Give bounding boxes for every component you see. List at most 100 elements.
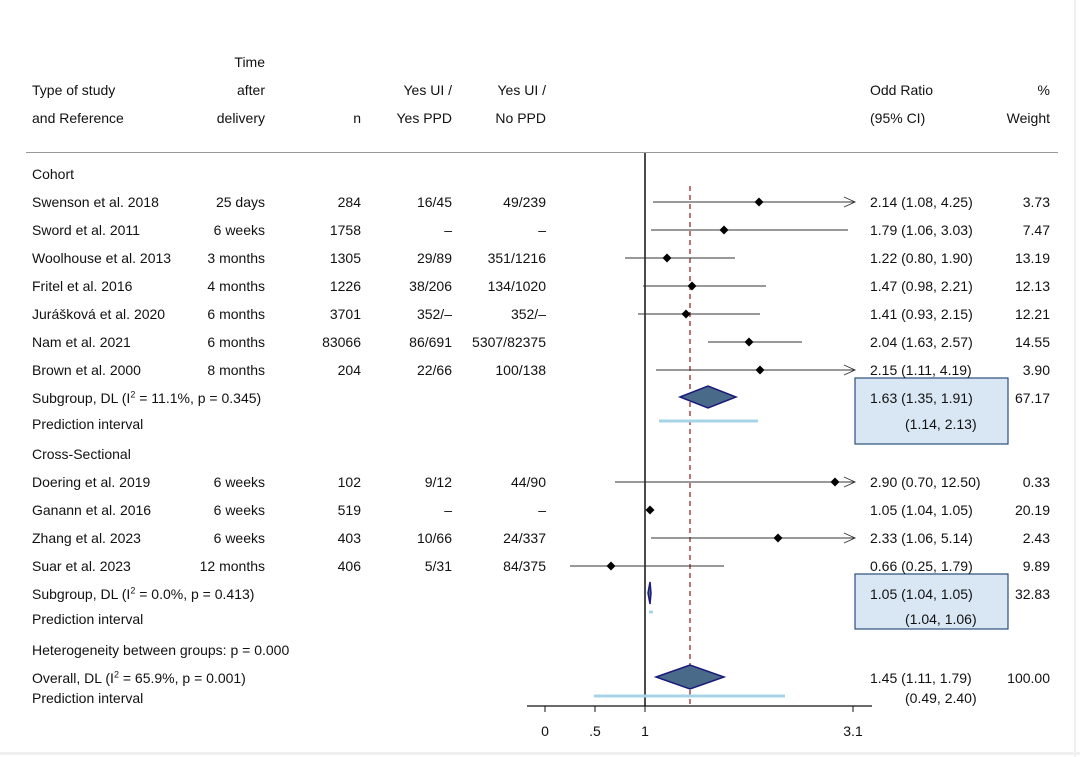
study-name: Doering et al. 2019 <box>32 474 151 490</box>
study-n: 83066 <box>322 334 361 350</box>
study-point-estimate <box>606 561 616 571</box>
study-weight: 12.13 <box>1014 278 1050 294</box>
study-weight: 14.55 <box>1014 334 1050 350</box>
cross-subgroup-box <box>854 573 1009 630</box>
study-time: 6 weeks <box>213 474 265 490</box>
overall-prediction-interval-label: Prediction interval <box>32 690 144 706</box>
header-weight-line1: % <box>1037 82 1050 98</box>
study-weight: 20.19 <box>1014 502 1050 518</box>
study-time: 12 months <box>199 558 265 574</box>
study-name: Suar et al. 2023 <box>32 558 131 574</box>
study-odds-ratio-ci: 2.15 (1.11, 4.19) <box>870 362 972 378</box>
cohort-subgroup-box <box>854 377 1009 445</box>
study-name: Brown et al. 2000 <box>32 362 141 378</box>
study-odds-ratio-ci: 0.66 (0.25, 1.79) <box>870 558 973 574</box>
study-point-estimate <box>681 309 691 319</box>
page-edge-right <box>1074 0 1076 757</box>
header-weight-line2: Weight <box>1006 110 1050 126</box>
study-yes-no: 44/90 <box>510 474 546 490</box>
study-point-estimate <box>773 533 783 543</box>
study-yes-yes: 38/206 <box>409 278 452 294</box>
study-yes-no: 134/1020 <box>487 278 546 294</box>
study-yes-no: – <box>538 502 546 518</box>
study-n: 204 <box>337 362 361 378</box>
study-yes-no: 84/375 <box>503 558 546 574</box>
study-time: 6 months <box>207 306 265 322</box>
study-time: 25 days <box>215 194 265 210</box>
header-time-line1: after <box>236 82 265 98</box>
study-weight: 9.89 <box>1022 558 1050 574</box>
study-point-estimate <box>662 253 672 263</box>
header-study-line2: and Reference <box>32 110 124 126</box>
study-yes-yes: 352/– <box>416 306 452 322</box>
study-n: 403 <box>337 530 361 546</box>
x-tick-label: 3.1 <box>843 723 863 739</box>
study-yes-yes: 22/66 <box>416 362 452 378</box>
study-n: 3701 <box>329 306 361 322</box>
header-yes-no-line1: Yes UI / <box>497 82 546 98</box>
study-yes-yes: 29/89 <box>416 250 452 266</box>
heterogeneity-text: Heterogeneity between groups: p = 0.000 <box>32 642 290 658</box>
study-n: 1226 <box>329 278 361 294</box>
study-point-estimate <box>645 505 655 515</box>
study-name: Zhang et al. 2023 <box>32 530 141 546</box>
study-yes-yes: 10/66 <box>416 530 452 546</box>
cross-prediction-interval-label: Prediction interval <box>32 611 144 627</box>
study-time: 6 weeks <box>213 222 265 238</box>
study-yes-yes: – <box>444 222 452 238</box>
header-odds-ratio-line2: (95% CI) <box>870 110 926 126</box>
overall-prediction-interval-ci: (0.49, 2.40) <box>905 690 977 706</box>
subgroup-diamond <box>677 385 739 409</box>
study-ci-arrow <box>843 364 857 376</box>
cross-subgroup-weight: 32.83 <box>1014 586 1050 602</box>
header-yes-no-line2: No PPD <box>495 110 546 126</box>
study-weight: 3.90 <box>1022 362 1050 378</box>
study-name: Jurášková et al. 2020 <box>32 306 166 322</box>
overall-weight: 100.00 <box>1007 670 1050 686</box>
page-edge-bottom <box>0 752 1080 755</box>
group-label-cross-sectional: Cross-Sectional <box>32 446 131 462</box>
study-yes-yes: 16/45 <box>416 194 452 210</box>
study-ci-arrow <box>843 196 857 208</box>
study-odds-ratio-ci: 2.04 (1.63, 2.57) <box>870 334 973 350</box>
study-time: 6 weeks <box>213 502 265 518</box>
study-yes-no: 352/– <box>510 306 546 322</box>
study-ci-arrow <box>843 532 857 544</box>
study-point-estimate <box>754 197 764 207</box>
study-name: Woolhouse et al. 2013 <box>32 250 172 266</box>
cohort-subgroup-ci: 1.63 (1.35, 1.91) <box>870 390 973 406</box>
study-odds-ratio-ci: 1.79 (1.06, 3.03) <box>870 222 973 238</box>
x-tick-label: 1 <box>641 723 649 739</box>
study-name: Ganann et al. 2016 <box>32 502 152 518</box>
x-tick-label: .5 <box>589 723 601 739</box>
study-yes-no: 351/1216 <box>487 250 546 266</box>
study-odds-ratio-ci: 2.90 (0.70, 12.50) <box>870 474 981 490</box>
study-weight: 0.33 <box>1022 474 1050 490</box>
header-divider <box>26 152 1058 153</box>
study-weight: 13.19 <box>1014 250 1050 266</box>
study-odds-ratio-ci: 1.41 (0.93, 2.15) <box>870 306 973 322</box>
header-study-line1: Type of study <box>32 82 116 98</box>
study-n: 519 <box>337 502 361 518</box>
study-point-estimate <box>687 281 697 291</box>
study-odds-ratio-ci: 1.47 (0.98, 2.21) <box>870 278 973 294</box>
overall-diamond <box>653 664 727 690</box>
study-point-estimate <box>719 225 729 235</box>
study-weight: 2.43 <box>1022 530 1050 546</box>
cohort-prediction-interval-label: Prediction interval <box>32 416 144 432</box>
study-yes-no: 100/138 <box>495 362 546 378</box>
study-point-estimate <box>830 477 840 487</box>
cohort-subgroup-weight: 67.17 <box>1014 390 1050 406</box>
study-time: 6 weeks <box>213 530 265 546</box>
study-odds-ratio-ci: 2.33 (1.06, 5.14) <box>870 530 973 546</box>
study-point-estimate <box>744 337 754 347</box>
cross-prediction-interval-ci: (1.04, 1.06) <box>905 611 977 627</box>
study-time: 4 months <box>207 278 265 294</box>
study-n: 406 <box>337 558 361 574</box>
study-weight: 3.73 <box>1022 194 1050 210</box>
study-yes-no: – <box>538 222 546 238</box>
study-ci-arrow <box>843 476 857 488</box>
study-odds-ratio-ci: 1.05 (1.04, 1.05) <box>870 502 973 518</box>
